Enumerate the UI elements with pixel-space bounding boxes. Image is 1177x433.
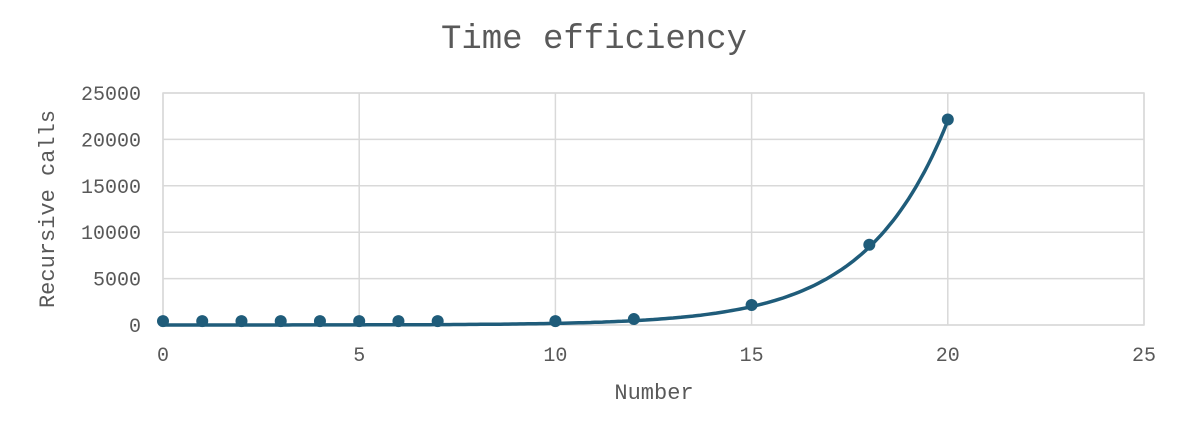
- chart-title: Time efficiency: [441, 21, 747, 59]
- y-tick-label: 10000: [81, 223, 141, 246]
- data-point: [274, 315, 287, 328]
- y-tick-label: 20000: [81, 130, 141, 153]
- data-point: [313, 315, 326, 328]
- x-tick-label: 10: [543, 345, 567, 368]
- data-points: [157, 113, 954, 328]
- data-point: [745, 299, 758, 312]
- x-tick-label: 5: [353, 345, 365, 368]
- data-point: [392, 315, 405, 328]
- y-tick-label: 0: [129, 316, 141, 339]
- x-tick-label: 20: [936, 345, 960, 368]
- x-tick-label: 0: [157, 345, 169, 368]
- y-tick-label: 25000: [81, 84, 141, 107]
- data-point: [235, 315, 248, 328]
- y-axis-label: Recursive calls: [36, 110, 61, 308]
- x-tick-label: 25: [1132, 345, 1156, 368]
- y-tick-label: 5000: [93, 270, 141, 293]
- data-point: [196, 315, 209, 328]
- data-point: [353, 315, 366, 328]
- grid: [162, 92, 1145, 326]
- data-point: [431, 315, 444, 328]
- y-axis-ticks: 0 5000 10000 15000 20000 25000: [81, 84, 141, 339]
- x-axis-label: Number: [614, 381, 693, 406]
- y-tick-label: 15000: [81, 177, 141, 200]
- data-point: [863, 238, 876, 251]
- x-tick-label: 15: [740, 345, 764, 368]
- data-point: [627, 313, 640, 326]
- x-axis-ticks: 0 5 10 15 20 25: [157, 345, 1156, 368]
- data-point: [941, 113, 954, 126]
- plot-area: [162, 92, 1145, 326]
- data-point: [157, 315, 169, 328]
- data-point: [549, 315, 562, 328]
